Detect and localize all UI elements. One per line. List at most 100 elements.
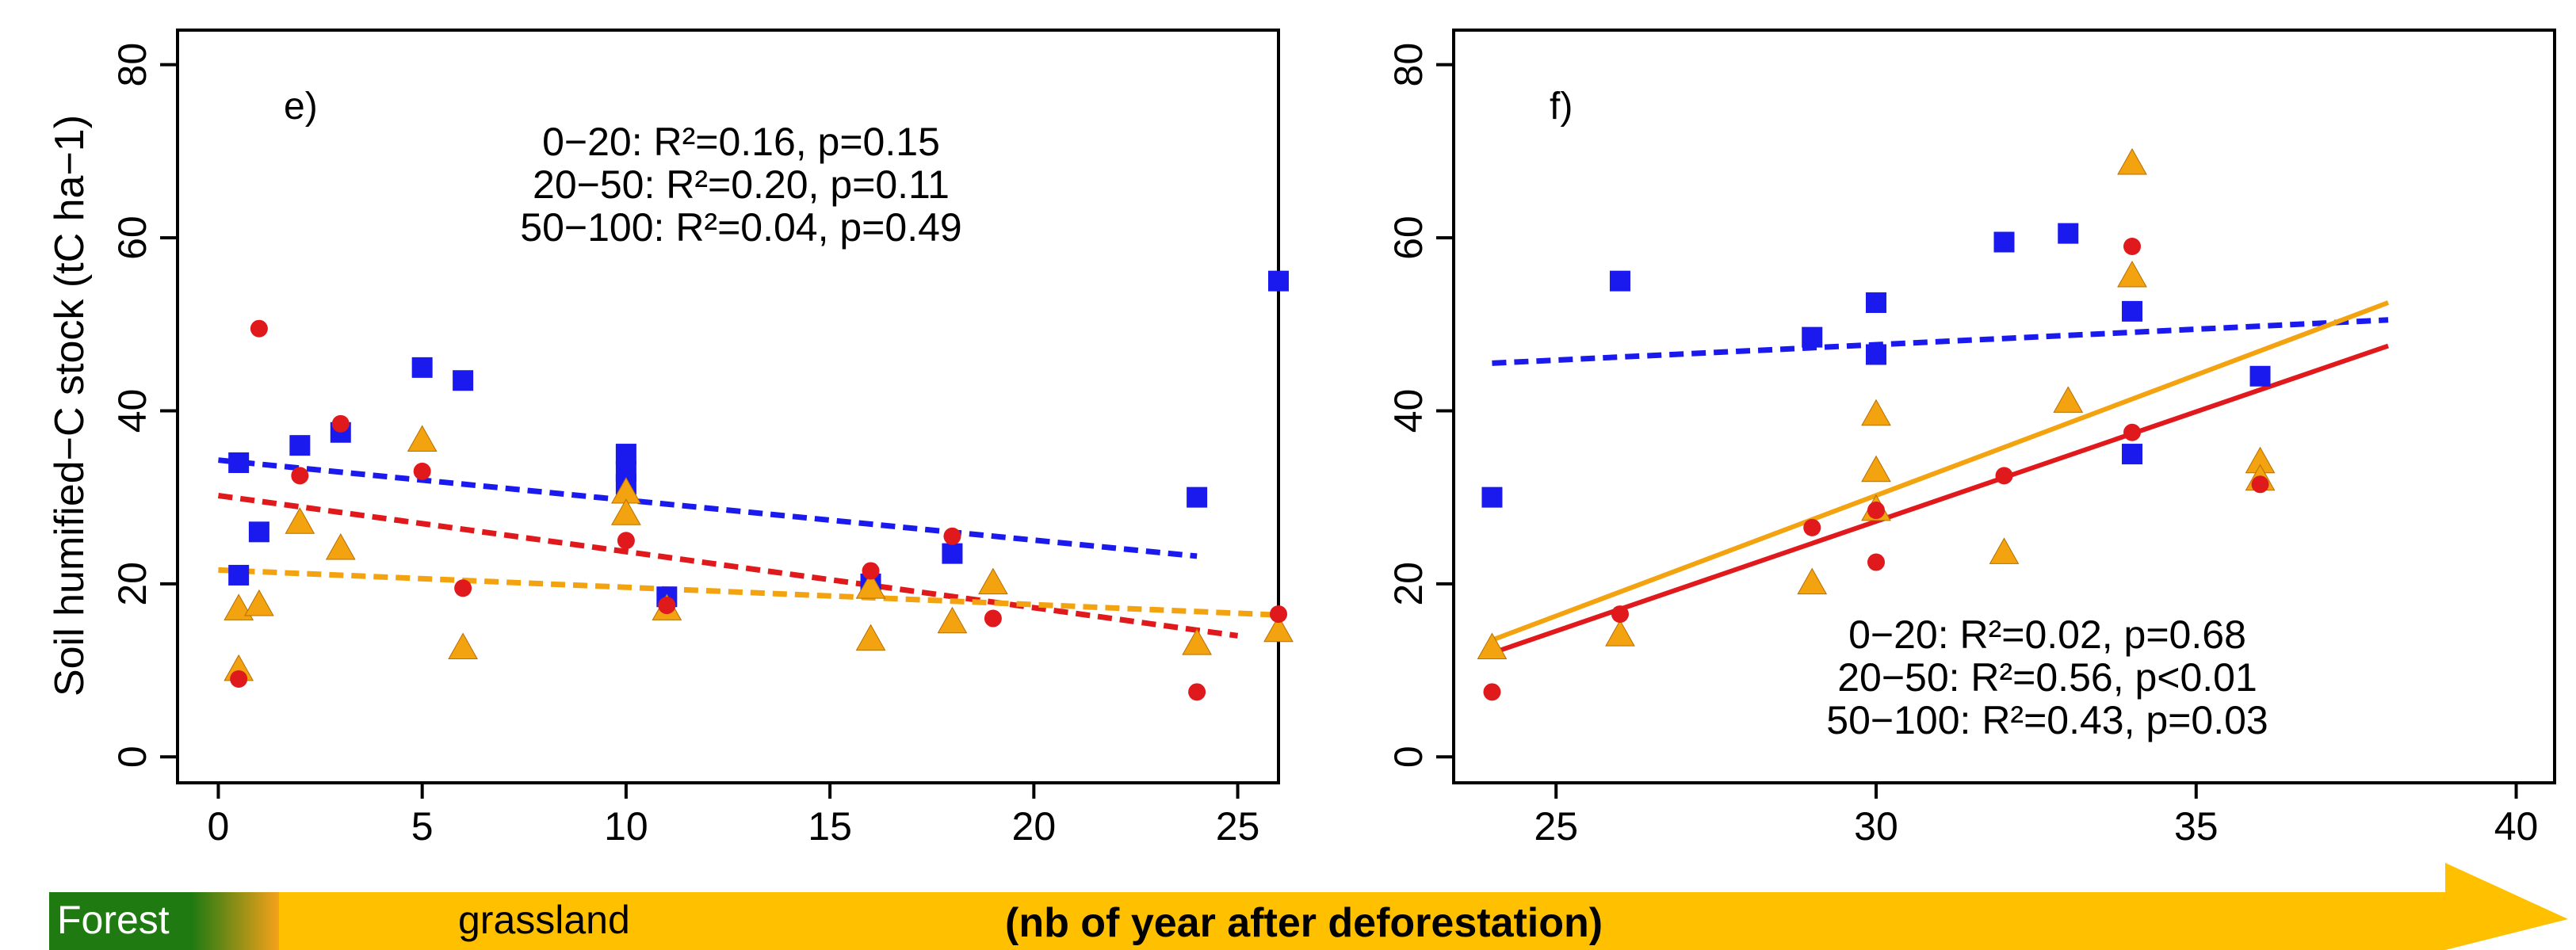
point-0-20: [2058, 223, 2079, 244]
point-0-20: [615, 444, 636, 465]
point-20-50: [1188, 683, 1206, 701]
y-tick-label: 60: [1386, 216, 1431, 260]
timeline-caption: (nb of year after deforestation): [1005, 900, 1603, 946]
point-50-100: [1605, 620, 1635, 647]
point-20-50: [617, 532, 635, 550]
x-tick-label: 40: [2494, 804, 2539, 849]
point-0-20: [2122, 300, 2143, 322]
y-tick-label: 0: [110, 746, 155, 768]
trend-line-0-20: [218, 457, 1198, 559]
panel-e: Soil humified−C stock (tC ha−1) e) 0−20:…: [47, 29, 1294, 849]
y-tick-label: 0: [1386, 746, 1431, 768]
point-50-100: [2117, 260, 2147, 288]
point-0-20: [1865, 344, 1886, 365]
point-0-20: [1268, 270, 1289, 292]
point-50-100: [1797, 567, 1828, 595]
point-0-20: [1865, 292, 1886, 313]
point-0-20: [228, 564, 250, 586]
point-20-50: [984, 609, 1002, 628]
plot-frame: [176, 29, 1280, 784]
x-tick-label: 15: [808, 804, 852, 849]
stat-label-50-100: 50−100: R²=0.43, p=0.03: [1826, 698, 2268, 742]
point-50-100: [1861, 399, 1891, 426]
timeline-band: Forest grassland (nb of year after defor…: [49, 863, 2568, 950]
axis-ticks: 25 30 35 40 0 20 40 60 80: [1386, 43, 2538, 849]
point-50-100: [448, 632, 478, 660]
point-20-50: [250, 319, 268, 338]
point-50-100: [1989, 537, 2020, 564]
x-tick-label: 35: [2174, 804, 2219, 849]
point-0-20: [248, 521, 269, 543]
point-50-100: [407, 425, 438, 452]
point-0-20: [1993, 231, 2015, 253]
trend-line-50-100: [218, 567, 1279, 618]
forest-label: Forest: [57, 898, 170, 942]
point-20-50: [943, 527, 961, 545]
point-20-50: [2123, 237, 2142, 255]
point-50-100: [937, 606, 968, 634]
point-20-50: [230, 670, 248, 688]
point-20-50: [1995, 467, 2013, 485]
trend-line-20-50: [1491, 343, 2390, 656]
point-20-50: [454, 579, 472, 597]
grassland-label: grassland: [458, 898, 630, 942]
x-tick-label: 25: [1216, 804, 1260, 849]
data-points: [1477, 148, 2276, 701]
point-20-50: [2251, 475, 2269, 494]
point-20-50: [2123, 423, 2142, 441]
point-0-20: [411, 357, 433, 378]
point-50-100: [285, 507, 315, 534]
point-0-20: [1481, 486, 1503, 508]
point-20-50: [291, 467, 309, 485]
point-0-20: [2122, 444, 2143, 465]
point-50-100: [224, 593, 254, 620]
point-50-100: [244, 589, 274, 616]
y-tick-label: 40: [1386, 389, 1431, 433]
point-50-100: [978, 567, 1008, 595]
point-50-100: [1861, 455, 1891, 483]
point-20-50: [862, 562, 880, 580]
point-0-20: [289, 435, 311, 456]
point-20-50: [331, 414, 350, 433]
trend-lines: [1491, 300, 2390, 656]
point-20-50: [1483, 683, 1501, 701]
x-tick-label: 20: [1012, 804, 1057, 849]
forest-segment: [49, 892, 279, 950]
point-20-50: [658, 597, 676, 615]
x-tick-label: 0: [208, 804, 230, 849]
stat-label-20-50: 20−50: R²=0.56, p<0.01: [1837, 655, 2257, 700]
stat-label-50-100: 50−100: R²=0.04, p=0.49: [520, 205, 961, 250]
point-50-100: [2117, 148, 2147, 175]
panel-label: e): [284, 86, 318, 128]
trend-line-0-20: [1492, 317, 2389, 366]
y-tick-label: 20: [110, 562, 155, 606]
point-20-50: [1270, 605, 1287, 624]
point-20-50: [1611, 605, 1629, 624]
point-0-20: [1187, 486, 1208, 508]
point-0-20: [942, 543, 963, 564]
x-tick-label: 5: [411, 804, 434, 849]
point-0-20: [1609, 270, 1630, 292]
y-tick-label: 20: [1386, 562, 1431, 606]
point-50-100: [1477, 632, 1508, 660]
point-50-100: [611, 498, 641, 525]
point-0-20: [1802, 326, 1823, 348]
y-tick-label: 80: [110, 43, 155, 87]
panel-label: f): [1550, 86, 1573, 128]
axis-ticks: 0 5 10 15 20 25 0 20 40 60 80: [110, 43, 1259, 849]
trend-lines: [217, 457, 1279, 639]
x-tick-label: 30: [1854, 804, 1898, 849]
point-50-100: [855, 572, 886, 599]
point-20-50: [413, 462, 431, 480]
y-axis-label: Soil humified−C stock (tC ha−1): [47, 115, 93, 696]
point-20-50: [1867, 502, 1885, 520]
trend-line-50-100: [1491, 300, 2390, 643]
stat-label-20-50: 20−50: R²=0.20, p=0.11: [533, 162, 950, 207]
point-50-100: [325, 532, 356, 560]
data-points: [224, 270, 1294, 701]
stat-label-0-20: 0−20: R²=0.16, p=0.15: [542, 120, 940, 164]
y-tick-label: 60: [110, 216, 155, 260]
point-50-100: [1263, 615, 1294, 643]
point-50-100: [2053, 386, 2084, 413]
trend-line-20-50: [217, 493, 1239, 639]
